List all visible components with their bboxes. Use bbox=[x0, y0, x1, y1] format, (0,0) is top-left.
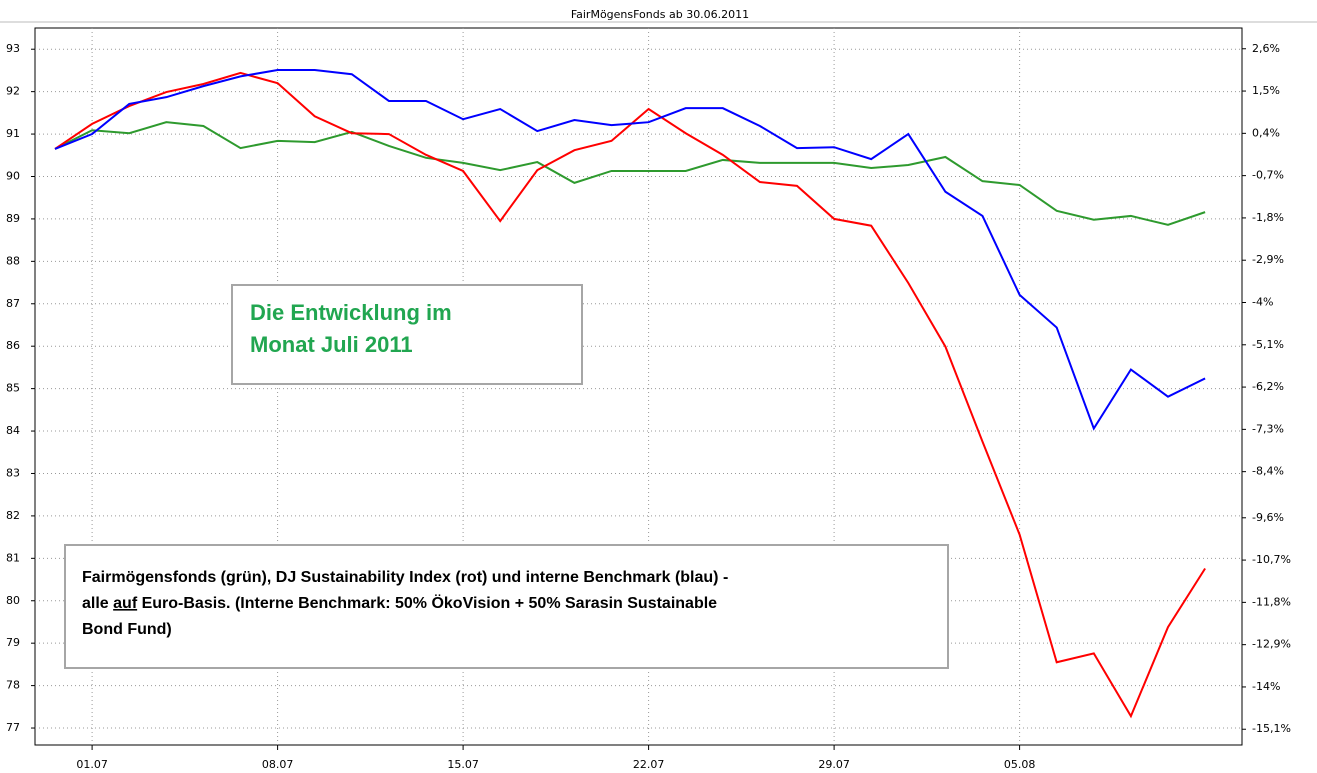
annotation-segment: Euro-Basis. (Interne Benchmark: 50% ÖkoV… bbox=[137, 593, 717, 612]
annotation-text: Die Entwicklung im bbox=[250, 300, 452, 325]
chart-title: FairMögensFonds ab 30.06.2011 bbox=[571, 8, 749, 21]
x-tick-label: 01.07 bbox=[76, 758, 108, 771]
y2-tick-label: 0,4% bbox=[1252, 126, 1280, 139]
annotation-segment: Bond Fund) bbox=[82, 621, 172, 638]
y-tick-label: 92 bbox=[6, 85, 20, 98]
x-tick-label: 15.07 bbox=[447, 758, 479, 771]
y2-tick-label: 2,6% bbox=[1252, 42, 1280, 55]
y-tick-label: 93 bbox=[6, 42, 20, 55]
annotation-segment: Fairmögensfonds (grün), DJ Sustainabilit… bbox=[82, 569, 728, 586]
y2-tick-label: -2,9% bbox=[1252, 253, 1284, 266]
x-tick-label: 22.07 bbox=[633, 758, 665, 771]
y2-tick-label: -7,3% bbox=[1252, 422, 1284, 435]
y2-tick-label: -4% bbox=[1252, 295, 1273, 308]
series-line bbox=[54, 121, 1206, 226]
y2-tick-label: -11,8% bbox=[1252, 595, 1291, 608]
annotation-segment: Monat Juli 2011 bbox=[250, 332, 413, 357]
y-tick-label: 84 bbox=[6, 424, 20, 437]
series-line bbox=[54, 69, 1206, 431]
annotation-text: alle auf Euro-Basis. (Interne Benchmark:… bbox=[82, 593, 717, 612]
y-tick-label: 81 bbox=[6, 551, 20, 564]
y2-tick-label: -1,8% bbox=[1252, 211, 1284, 224]
annotation-text: Monat Juli 2011 bbox=[250, 332, 413, 357]
y2-tick-label: -8,4% bbox=[1252, 465, 1284, 478]
y-tick-label: 80 bbox=[6, 594, 20, 607]
y2-tick-label: -15,1% bbox=[1252, 722, 1291, 735]
y-tick-label: 91 bbox=[6, 127, 20, 140]
annotation-text: Fairmögensfonds (grün), DJ Sustainabilit… bbox=[82, 569, 728, 586]
annotation-segment: Die Entwicklung im bbox=[250, 300, 452, 325]
y-tick-label: 78 bbox=[6, 679, 20, 692]
annotation-text: Bond Fund) bbox=[82, 621, 172, 638]
y-tick-label: 89 bbox=[6, 212, 20, 225]
y-tick-label: 87 bbox=[6, 297, 20, 310]
y2-tick-label: -0,7% bbox=[1252, 169, 1284, 182]
y2-tick-label: -5,1% bbox=[1252, 338, 1284, 351]
y-tick-label: 85 bbox=[6, 382, 20, 395]
annotation-segment: alle bbox=[82, 595, 113, 612]
y-tick-label: 79 bbox=[6, 636, 20, 649]
y-tick-label: 82 bbox=[6, 509, 20, 522]
y2-tick-label: -14% bbox=[1252, 680, 1280, 693]
y2-tick-label: -9,6% bbox=[1252, 511, 1284, 524]
x-tick-label: 29.07 bbox=[818, 758, 850, 771]
x-tick-label: 05.08 bbox=[1004, 758, 1036, 771]
x-tick-label: 08.07 bbox=[262, 758, 294, 771]
annotation-box bbox=[231, 284, 583, 385]
y2-tick-label: -6,2% bbox=[1252, 380, 1284, 393]
y2-tick-label: -12,9% bbox=[1252, 638, 1291, 651]
y-tick-label: 88 bbox=[6, 254, 20, 267]
annotation-box bbox=[64, 544, 949, 669]
y-tick-label: 90 bbox=[6, 169, 20, 182]
annotation-segment: auf bbox=[113, 595, 138, 612]
y-tick-label: 86 bbox=[6, 339, 20, 352]
y2-tick-label: 1,5% bbox=[1252, 84, 1280, 97]
y2-tick-label: -10,7% bbox=[1252, 553, 1291, 566]
y-tick-label: 77 bbox=[6, 721, 20, 734]
y-tick-label: 83 bbox=[6, 466, 20, 479]
